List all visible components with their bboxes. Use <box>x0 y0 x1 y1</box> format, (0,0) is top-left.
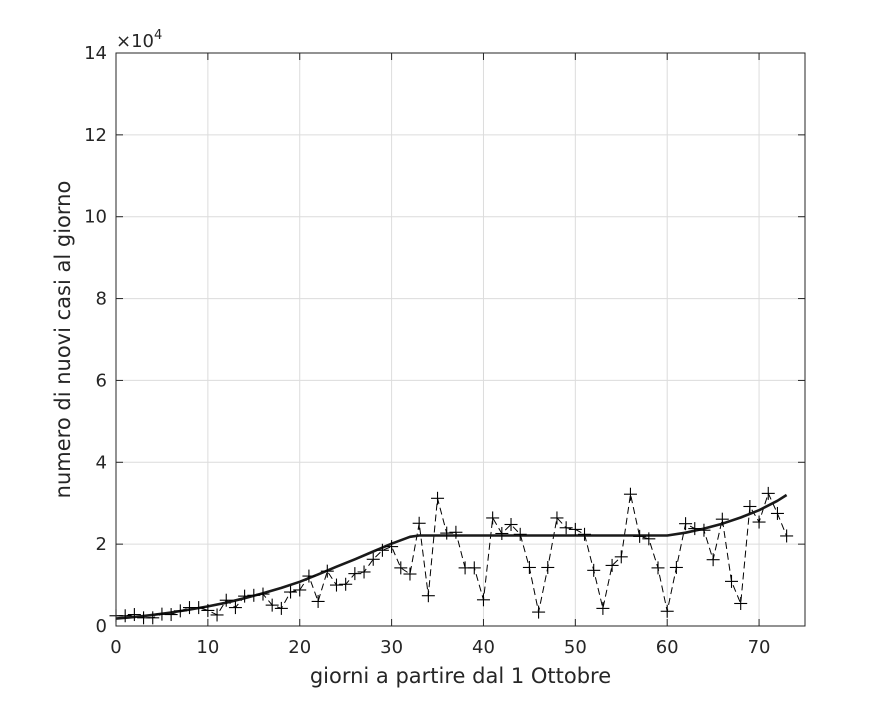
data-point-marker <box>504 517 518 531</box>
data-point-marker <box>366 552 380 566</box>
x-tick-label: 10 <box>196 637 219 658</box>
data-point-marker <box>201 603 215 617</box>
data-point-marker <box>660 604 674 618</box>
data-point-marker <box>274 601 288 615</box>
data-point-marker <box>210 608 224 622</box>
data-point-marker <box>715 512 729 526</box>
data-point-marker <box>357 565 371 579</box>
x-tick-label: 20 <box>288 637 311 658</box>
y-tick-label: 4 <box>96 452 107 473</box>
axes-box <box>115 52 806 627</box>
data-point-marker <box>293 583 307 597</box>
x-tick-label: 40 <box>472 637 495 658</box>
data-point-marker <box>284 585 298 599</box>
data-point-marker <box>127 608 141 622</box>
data-point-marker <box>761 486 775 500</box>
data-point-marker <box>247 588 261 602</box>
data-point-marker <box>375 543 389 557</box>
x-axis-label: giorni a partire dal 1 Ottobre <box>310 664 611 688</box>
y-tick-label: 0 <box>96 616 107 637</box>
series-line-daily-cases <box>116 492 788 619</box>
data-point-marker <box>412 516 426 530</box>
data-point-marker <box>339 577 353 591</box>
data-point-marker <box>329 578 343 592</box>
data-point-marker <box>587 563 601 577</box>
data-point-marker <box>522 560 536 574</box>
data-point-marker <box>734 596 748 610</box>
data-point-marker <box>605 558 619 572</box>
data-point-marker <box>256 587 270 601</box>
series-line-model-fit <box>115 493 788 620</box>
data-point-marker <box>192 601 206 615</box>
data-point-marker <box>394 561 408 575</box>
data-point-marker <box>513 527 527 541</box>
x-tick-label: 50 <box>564 637 587 658</box>
data-point-marker <box>385 540 399 554</box>
data-point-marker <box>679 517 693 531</box>
data-point-marker <box>532 605 546 619</box>
data-point-marker <box>486 511 500 525</box>
grid <box>116 52 805 626</box>
data-point-marker <box>780 529 794 543</box>
data-point-marker <box>541 560 555 574</box>
data-point-marker <box>440 526 454 540</box>
data-point-marker <box>743 499 757 513</box>
data-point-marker <box>431 491 445 505</box>
y-exponent-label: ×104 <box>116 28 162 52</box>
data-point-marker <box>173 604 187 618</box>
y-tick-labels: 0 2 4 6 8 10 12 14 <box>84 43 107 637</box>
data-point-marker <box>421 589 435 603</box>
data-point-marker <box>311 594 325 608</box>
data-point-marker <box>467 561 481 575</box>
data-point-marker <box>403 567 417 581</box>
y-tick-label: 12 <box>84 125 107 146</box>
x-tick-label: 70 <box>748 637 771 658</box>
x-tick-label: 0 <box>110 637 121 658</box>
data-point-marker <box>476 593 490 607</box>
data-point-marker <box>228 601 242 615</box>
data-point-marker <box>302 569 316 583</box>
x-tick-label: 30 <box>380 637 403 658</box>
data-point-marker <box>495 527 509 541</box>
data-point-marker <box>348 567 362 581</box>
data-point-marker <box>623 487 637 501</box>
data-point-marker <box>568 522 582 536</box>
plot-frame <box>115 52 806 627</box>
data-point-marker <box>770 506 784 520</box>
y-tick-label: 2 <box>96 534 107 555</box>
data-point-marker <box>642 532 656 546</box>
y-tick-label: 8 <box>96 289 107 310</box>
data-point-marker <box>238 589 252 603</box>
data-point-marker <box>669 560 683 574</box>
data-point-marker <box>320 564 334 578</box>
y-axis-label: numero di nuovi casi al giorno <box>51 181 75 499</box>
data-point-marker <box>614 550 628 564</box>
x-tick-labels: 0 10 20 30 40 50 60 70 <box>110 637 770 658</box>
data-point-marker <box>118 609 132 623</box>
data-point-marker <box>633 529 647 543</box>
data-point-marker <box>449 525 463 539</box>
data-point-marker <box>265 598 279 612</box>
data-point-marker <box>559 521 573 535</box>
series-layer <box>109 486 794 625</box>
data-point-marker <box>596 601 610 615</box>
data-point-marker <box>219 593 233 607</box>
x-tick-label: 60 <box>656 637 679 658</box>
data-point-marker <box>706 553 720 567</box>
data-point-marker <box>550 511 564 525</box>
data-point-marker <box>146 611 160 625</box>
data-point-marker <box>688 522 702 536</box>
data-point-marker <box>651 561 665 575</box>
data-point-marker <box>697 523 711 537</box>
data-point-marker <box>164 608 178 622</box>
y-tick-label: 10 <box>84 207 107 228</box>
y-tick-label: 14 <box>84 43 107 64</box>
data-point-marker <box>752 515 766 529</box>
data-point-marker <box>578 527 592 541</box>
data-point-marker <box>725 574 739 588</box>
y-tick-label: 6 <box>96 370 107 391</box>
